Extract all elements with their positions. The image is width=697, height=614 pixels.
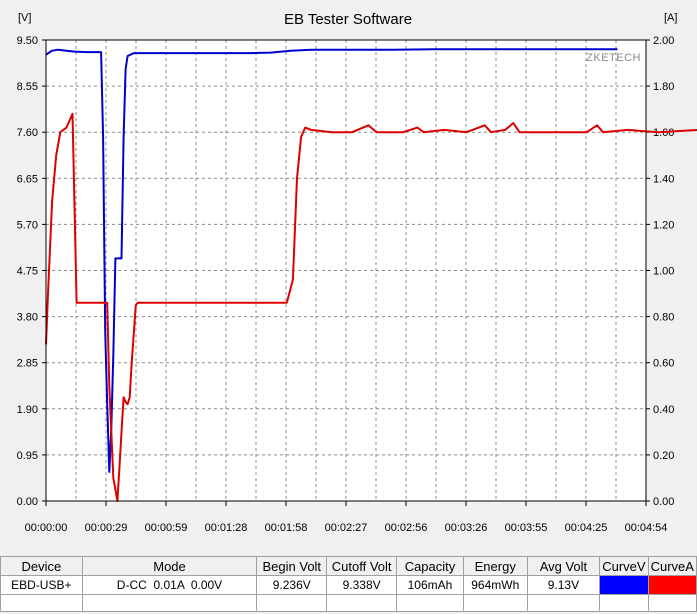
watermark: ZKETECH (586, 52, 641, 64)
y-left-tick-label: 0.95 (17, 450, 38, 462)
y-right-tick-label: 1.00 (653, 266, 674, 278)
col-cutoff-volt[interactable]: Cutoff Volt (326, 556, 398, 576)
y-right-unit: [A] (664, 12, 677, 24)
col-mode[interactable]: Mode (81, 556, 258, 576)
x-tick-label: 00:03:26 (445, 522, 488, 534)
cell-cutoff-volt: 9.338V (326, 575, 398, 595)
y-right-tick-label: 0.80 (653, 312, 674, 324)
chart-area: EB Tester Software [V] [A] 9.50 2.00 8.55 1… (17, 11, 697, 534)
empty-cell (81, 594, 258, 612)
chart-title: EB Tester Software (284, 11, 412, 28)
col-capacity[interactable]: Capacity (396, 556, 464, 576)
x-tick-label: 00:04:25 (565, 522, 608, 534)
y-right-tick-label: 1.20 (653, 219, 674, 231)
results-table: Device Mode Begin Volt Cutoff Volt Capac… (0, 556, 697, 612)
col-curve-v[interactable]: CurveV (599, 556, 649, 576)
y-left-tick-label: 2.85 (17, 358, 38, 370)
empty-cell (0, 594, 83, 612)
curve-v-color-swatch[interactable] (599, 575, 649, 595)
x-tick-label: 00:02:27 (325, 522, 368, 534)
y-left-tick-label: 5.70 (17, 219, 38, 231)
y-left-tick-label: 3.80 (17, 312, 38, 324)
empty-cell (326, 594, 398, 612)
empty-cell (462, 594, 528, 612)
y-right-tick-label: 1.60 (653, 127, 674, 139)
y-left-tick-label: 4.75 (17, 266, 38, 278)
series (45, 48, 697, 502)
series-line-curvea (45, 112, 697, 502)
empty-cell (647, 594, 697, 612)
cell-capacity: 106mAh (396, 575, 464, 595)
y-left-tick-label: 0.00 (17, 496, 38, 508)
cell-energy: 964mWh (462, 575, 528, 595)
x-tick-label: 00:00:29 (85, 522, 128, 534)
plot-frame (45, 39, 647, 502)
col-energy[interactable]: Energy (462, 556, 528, 576)
y-left-tick-label: 7.60 (17, 127, 38, 139)
x-tick-label: 00:04:54 (625, 522, 668, 534)
grid (46, 40, 646, 501)
y-right-tick-label: 0.40 (653, 404, 674, 416)
table-header-row: Device Mode Begin Volt Cutoff Volt Capac… (0, 556, 697, 576)
axis-ticks: 9.50 2.00 8.55 1.80 7.60 1.60 6.65 1.40 5.70 1.20… (17, 35, 675, 534)
col-device[interactable]: Device (0, 556, 83, 576)
y-right-tick-label: 1.40 (653, 173, 674, 185)
cell-begin-volt: 9.236V (256, 575, 328, 595)
y-right-tick-label: 2.00 (653, 35, 674, 47)
empty-cell (526, 594, 601, 612)
y-right-tick-label: 0.20 (653, 450, 674, 462)
table-row[interactable]: EBD-USB+ D-CC 0.01A 0.00V 9.236V 9.338V … (0, 575, 697, 595)
empty-cell (256, 594, 328, 612)
col-begin-volt[interactable]: Begin Volt (256, 556, 328, 576)
voltage-current-chart: EB Tester Software [V] [A] 9.50 2.00 8.55 1… (17, 11, 697, 534)
y-right-tick-label: 0.00 (653, 496, 674, 508)
y-right-tick-label: 1.80 (653, 81, 674, 93)
x-tick-label: 00:01:28 (205, 522, 248, 534)
table-row-empty (0, 594, 697, 612)
x-tick-label: 00:03:55 (505, 522, 548, 534)
curve-a-color-swatch[interactable] (647, 575, 697, 595)
empty-cell (599, 594, 649, 612)
cell-mode: D-CC 0.01A 0.00V (81, 575, 258, 595)
cell-avg-volt: 9.13V (526, 575, 601, 595)
y-left-tick-label: 1.90 (17, 404, 38, 416)
cell-device: EBD-USB+ (0, 575, 83, 595)
y-left-tick-label: 8.55 (17, 81, 38, 93)
y-left-tick-label: 6.65 (17, 173, 38, 185)
col-curve-a[interactable]: CurveA (647, 556, 697, 576)
col-avg-volt[interactable]: Avg Volt (526, 556, 601, 576)
x-tick-label: 00:02:56 (385, 522, 428, 534)
y-left-unit: [V] (18, 12, 31, 24)
x-tick-label: 00:00:59 (145, 522, 188, 534)
series-line-curvev (45, 48, 618, 473)
x-tick-label: 00:00:00 (25, 522, 68, 534)
empty-cell (396, 594, 464, 612)
y-right-tick-label: 0.60 (653, 358, 674, 370)
x-tick-label: 00:01:58 (265, 522, 308, 534)
y-left-tick-label: 9.50 (17, 35, 38, 47)
